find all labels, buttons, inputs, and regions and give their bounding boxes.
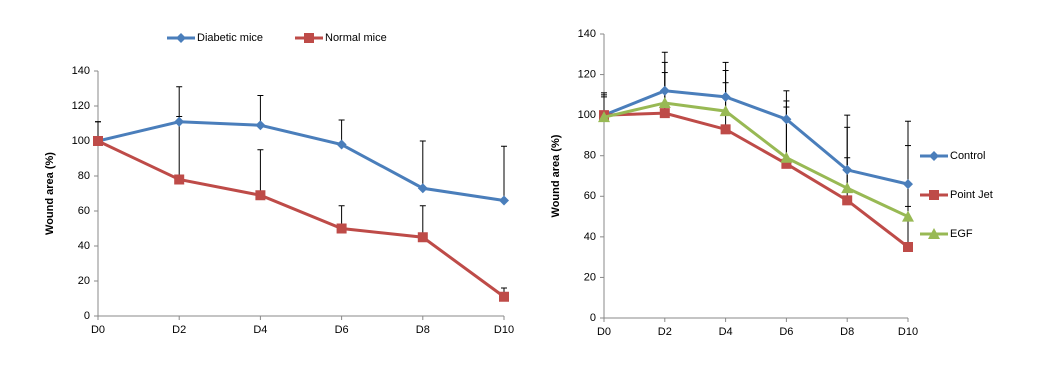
- y-tick-label: 120: [578, 68, 596, 80]
- marker: [499, 195, 509, 206]
- marker: [781, 158, 792, 169]
- series-line: [603, 101, 909, 218]
- marker: [781, 114, 792, 125]
- y-tick-label: 140: [72, 65, 90, 77]
- y-tick-label: 0: [590, 312, 596, 324]
- marker: [720, 124, 731, 135]
- y-tick-label: 140: [578, 28, 596, 40]
- x-tick-label: D8: [840, 326, 854, 338]
- x-tick-label: D2: [658, 326, 672, 338]
- y-tick-label: 20: [78, 275, 90, 287]
- x-tick-label: D0: [597, 326, 611, 338]
- x-tick-label: D10: [494, 324, 514, 336]
- legend-label: Diabetic mice: [197, 32, 263, 44]
- y-tick-label: 80: [78, 170, 90, 182]
- marker: [93, 136, 103, 146]
- marker: [658, 96, 671, 108]
- x-tick-label: D2: [172, 324, 186, 336]
- marker: [417, 183, 428, 194]
- y-axis-label: Wound area (%): [44, 152, 56, 235]
- marker: [174, 116, 185, 127]
- marker: [720, 91, 731, 102]
- y-tick-label: 100: [72, 135, 90, 147]
- marker: [929, 151, 939, 161]
- marker: [841, 182, 854, 194]
- marker: [842, 164, 853, 175]
- y-tick-label: 100: [578, 109, 596, 121]
- marker: [304, 33, 314, 43]
- y-tick-label: 120: [72, 100, 90, 112]
- marker: [719, 105, 732, 117]
- marker: [780, 151, 793, 163]
- marker: [499, 291, 509, 302]
- series-line: [603, 89, 909, 186]
- y-tick-label: 60: [584, 190, 596, 202]
- marker: [659, 85, 670, 96]
- marker: [174, 174, 185, 185]
- legend-label: Control: [950, 150, 985, 162]
- y-tick-label: 0: [84, 310, 90, 322]
- legend-label: EGF: [950, 228, 973, 240]
- marker: [659, 108, 670, 119]
- legend-label: Normal mice: [325, 32, 387, 44]
- legend-label: Point Jet: [950, 189, 993, 201]
- y-tick-label: 80: [584, 150, 596, 162]
- series-line: [97, 120, 505, 202]
- x-tick-label: D4: [719, 326, 733, 338]
- marker: [255, 190, 266, 201]
- marker: [902, 210, 914, 222]
- y-tick-label: 40: [584, 231, 596, 243]
- y-tick-label: 20: [584, 271, 596, 283]
- y-tick-label: 60: [78, 205, 90, 217]
- y-tick-label: 40: [78, 240, 90, 252]
- x-tick-label: D4: [253, 324, 267, 336]
- series-line: [603, 111, 909, 249]
- x-tick-label: D0: [91, 324, 105, 336]
- x-tick-label: D6: [779, 326, 793, 338]
- x-tick-label: D10: [898, 326, 918, 338]
- marker: [336, 223, 347, 234]
- marker: [176, 33, 186, 43]
- marker: [255, 120, 266, 131]
- x-tick-label: D8: [416, 324, 430, 336]
- y-axis-label: Wound area (%): [550, 134, 562, 217]
- marker: [598, 111, 610, 123]
- marker: [903, 179, 913, 190]
- x-tick-label: D6: [335, 324, 349, 336]
- marker: [842, 195, 853, 206]
- marker: [928, 228, 940, 239]
- marker: [929, 190, 939, 200]
- marker: [417, 232, 428, 243]
- series-line: [97, 139, 505, 298]
- marker: [336, 139, 347, 150]
- marker: [903, 242, 913, 252]
